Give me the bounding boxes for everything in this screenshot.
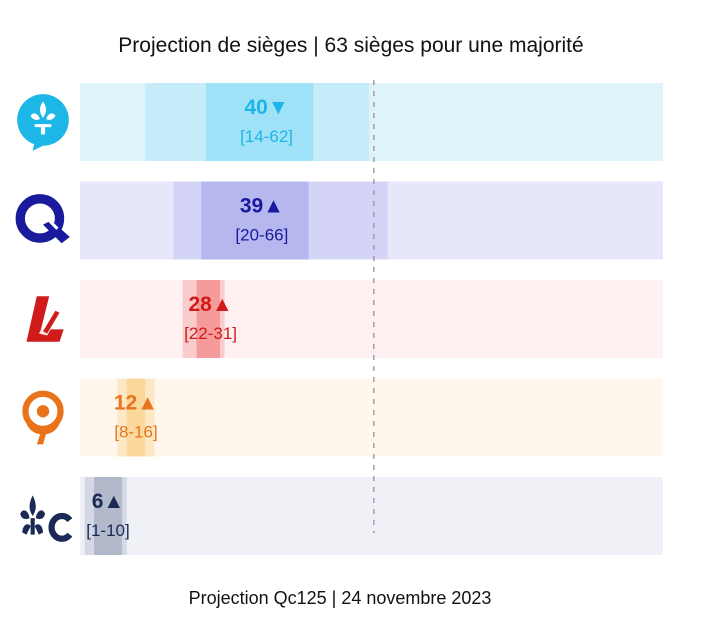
range-inner-bar — [93, 477, 122, 555]
pcq-fleur-c-icon — [20, 495, 70, 538]
seat-value-label: 40▼ — [244, 96, 288, 119]
seat-range-label: [22-31] — [184, 324, 237, 343]
row-background — [80, 477, 663, 555]
q-letter-icon — [20, 199, 70, 243]
range-inner-bar — [205, 83, 314, 161]
liberal-l-icon — [26, 296, 64, 342]
chart-footer: Projection Qc125 | 24 novembre 2023 — [188, 588, 492, 608]
range-inner-bar — [201, 181, 309, 260]
range-inner-bar — [196, 280, 220, 358]
seat-value-label: 28▲ — [189, 293, 233, 316]
seat-value-label: 12▲ — [114, 392, 158, 415]
qs-person-icon — [25, 394, 60, 445]
seat-value-label: 6▲ — [92, 490, 124, 513]
row-background — [80, 280, 663, 358]
range-inner-bar — [126, 378, 146, 457]
bar-rows: 40▼ [14-62] 39▲ [20-66] 28▲ [22-31] 12▲ [8-16] 6… — [17, 83, 663, 555]
seat-range-label: [8-16] — [114, 423, 157, 442]
seat-range-label: [14-62] — [240, 127, 293, 146]
chart-title: Projection de sièges | 63 sièges pour un… — [118, 34, 584, 57]
seat-range-label: [1-10] — [86, 521, 129, 540]
fleur-de-lis-bubble-icon — [17, 94, 69, 151]
seat-range-label: [20-66] — [235, 226, 288, 245]
row-background — [80, 378, 663, 457]
seat-value-label: 39▲ — [240, 195, 284, 218]
